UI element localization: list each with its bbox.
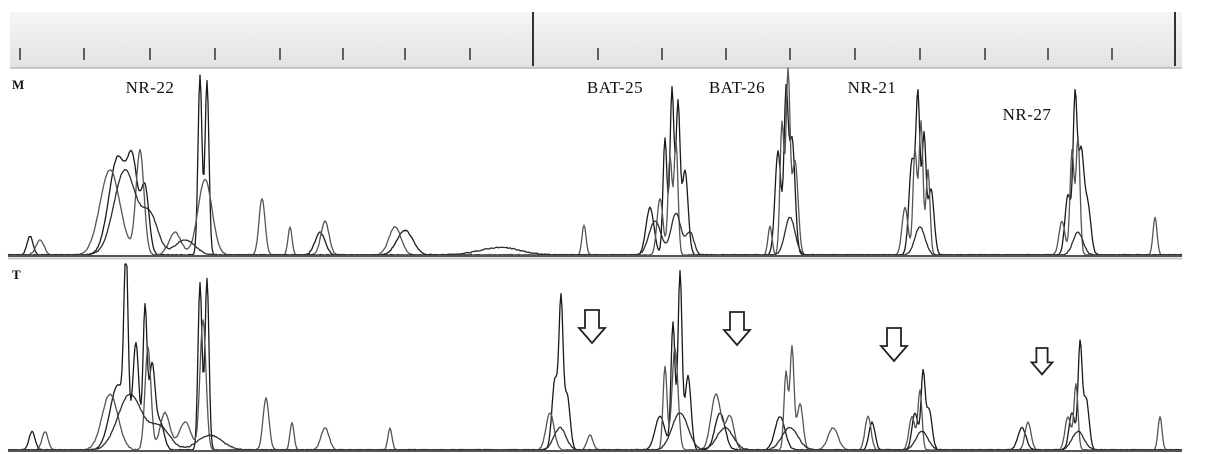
panel-t: T xyxy=(7,263,1183,452)
panel-label-t: T xyxy=(12,267,21,282)
size-ruler xyxy=(10,12,1182,69)
panel-t-traces xyxy=(7,263,1183,451)
marker-label: NR-27 xyxy=(1003,105,1052,124)
trace-line xyxy=(7,393,1182,451)
trace-line xyxy=(7,168,1183,256)
marker-label: BAT-26 xyxy=(709,78,765,97)
marker-label: BAT-25 xyxy=(587,78,643,97)
down-arrow-icon xyxy=(879,327,909,363)
panel-t-instability-arrows xyxy=(577,309,1055,376)
panel-label-m: M xyxy=(12,77,24,92)
ruler-ticks xyxy=(19,12,1176,66)
down-arrow-icon xyxy=(577,309,607,345)
panel-m-marker-labels: NR-22 BAT-25 BAT-26 NR-21 NR-27 xyxy=(126,78,1052,124)
panel-m: M NR-22 BAT-25 BAT-26 NR-21 NR-27 xyxy=(7,67,1183,257)
marker-label: NR-22 xyxy=(126,78,175,97)
ruler-background xyxy=(10,12,1182,68)
trace-line xyxy=(7,74,1183,256)
down-arrow-icon xyxy=(1029,347,1055,376)
down-arrow-icon xyxy=(722,311,752,347)
marker-label: NR-21 xyxy=(848,78,897,97)
